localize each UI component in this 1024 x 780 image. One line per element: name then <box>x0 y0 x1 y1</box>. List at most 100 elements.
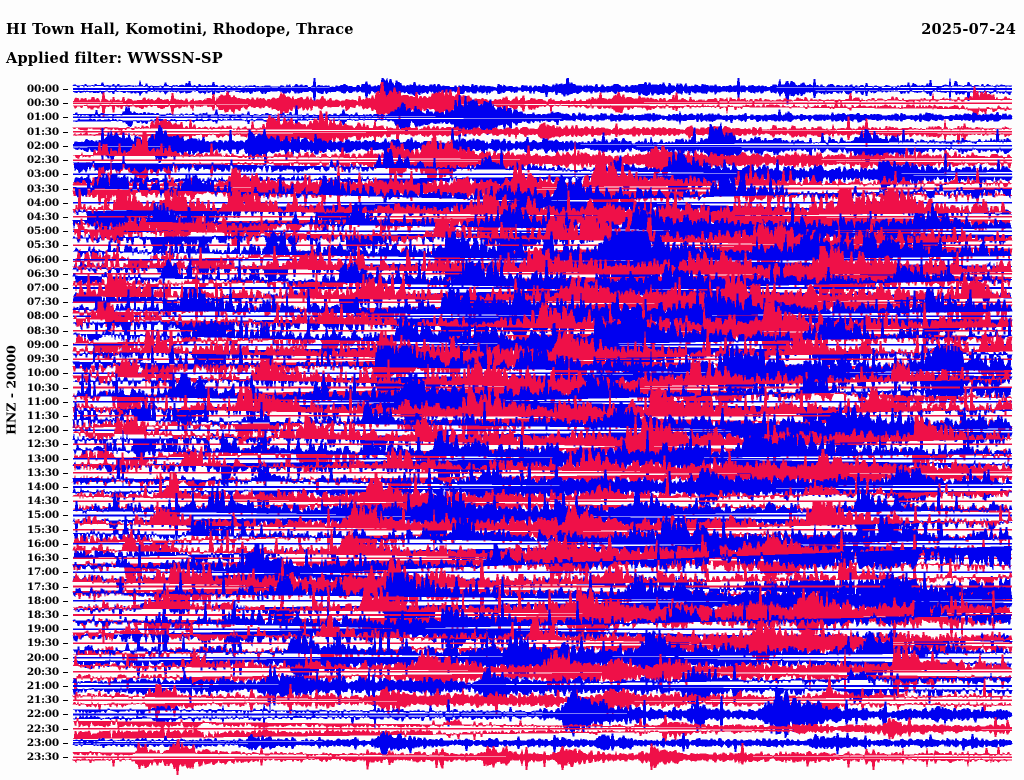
trace-envelope <box>72 217 1013 275</box>
time-tick <box>63 401 68 403</box>
time-label: 00:30 <box>26 97 59 110</box>
time-tick <box>63 160 68 162</box>
trace-row <box>72 78 1013 105</box>
time-tick <box>63 430 68 432</box>
helicorder-plot: 00:00 00:30 01:00 01:30 02:00 02:30 03:00 03:30… <box>0 78 1024 780</box>
time-tick <box>63 614 68 616</box>
time-label: 02:30 <box>26 154 59 167</box>
time-label: 12:00 <box>26 424 59 437</box>
time-label: 16:30 <box>26 552 59 565</box>
time-label: 18:30 <box>26 608 59 621</box>
record-date: 2025-07-24 <box>921 21 1016 38</box>
time-tick <box>63 501 68 503</box>
time-tick <box>63 629 68 631</box>
time-label: 07:00 <box>26 282 59 294</box>
time-label: 04:30 <box>26 210 59 223</box>
time-label: 23:00 <box>26 736 59 749</box>
time-label: 22:00 <box>26 708 59 721</box>
time-tick <box>63 245 68 247</box>
trace-row <box>72 94 1013 142</box>
trace-envelope <box>72 675 1013 722</box>
time-tick <box>63 344 68 346</box>
applied-filter-label: Applied filter: WWSSN-SP <box>6 50 223 67</box>
time-label: 20:00 <box>26 651 59 664</box>
time-label: 04:00 <box>26 196 59 209</box>
time-label: 05:30 <box>26 239 59 252</box>
time-label: 08:30 <box>26 324 59 337</box>
time-label: 11:00 <box>26 395 59 408</box>
time-tick <box>63 89 68 90</box>
trace-row <box>72 675 1013 722</box>
time-tick <box>63 131 68 133</box>
time-tick <box>63 472 68 474</box>
time-label: 03:30 <box>26 182 59 195</box>
time-tick <box>63 288 68 289</box>
time-tick <box>63 700 68 702</box>
trace-envelope <box>71 473 1013 530</box>
time-label: 05:00 <box>26 225 59 238</box>
time-label: 13:00 <box>26 452 59 465</box>
trace-row <box>72 601 1013 658</box>
trace-envelope <box>71 110 1013 153</box>
time-label: 00:00 <box>26 83 59 95</box>
time-tick <box>63 188 68 190</box>
time-label: 03:00 <box>26 168 59 181</box>
header: HI Town Hall, Komotini, Rhodope, Thrace … <box>0 0 1024 78</box>
time-label: 18:00 <box>26 594 59 607</box>
time-tick <box>63 259 68 261</box>
time-tick <box>63 657 68 659</box>
time-label: 15:00 <box>26 509 59 522</box>
time-label: 21:00 <box>26 680 59 693</box>
trace-row <box>72 122 1013 169</box>
trace-row <box>72 81 1013 121</box>
time-tick <box>63 515 68 517</box>
time-tick <box>63 543 68 545</box>
time-label: 01:30 <box>26 125 59 138</box>
time-tick <box>63 359 68 361</box>
time-tick <box>63 757 68 759</box>
trace-envelope <box>72 81 1013 121</box>
trace-envelope <box>72 160 1013 217</box>
time-tick <box>63 117 68 119</box>
trace-row <box>72 714 1013 742</box>
time-tick <box>63 714 68 716</box>
time-tick <box>63 586 68 588</box>
time-label: 06:00 <box>26 253 59 266</box>
time-label: 10:00 <box>26 367 59 380</box>
time-tick <box>63 600 68 602</box>
time-label: 19:00 <box>26 623 59 636</box>
time-label: 02:00 <box>26 139 59 152</box>
time-tick <box>63 302 68 304</box>
time-tick <box>63 558 68 560</box>
time-label: 17:30 <box>26 580 59 593</box>
time-label: 17:00 <box>26 566 59 579</box>
time-tick <box>63 174 68 176</box>
time-label: 10:30 <box>26 381 59 394</box>
trace-envelope <box>71 738 1013 775</box>
time-label: 13:30 <box>26 466 59 479</box>
seismogram-traces <box>71 78 1014 775</box>
time-label: 01:00 <box>26 111 59 124</box>
time-label: 22:30 <box>26 722 59 735</box>
page-title: HI Town Hall, Komotini, Rhodope, Thrace <box>6 21 354 38</box>
time-tick <box>63 458 68 460</box>
time-tick <box>63 216 68 218</box>
time-label: 08:00 <box>26 310 59 323</box>
time-tick <box>63 686 68 688</box>
trace-envelope <box>72 601 1013 658</box>
time-tick <box>63 572 68 574</box>
trace-row <box>71 731 1014 755</box>
time-label: 07:30 <box>26 296 59 309</box>
trace-envelope <box>72 458 1013 516</box>
time-tick <box>63 387 68 389</box>
trace-envelope <box>72 714 1013 742</box>
time-axis: 00:00 00:30 01:00 01:30 02:00 02:30 03:00 03:30… <box>0 78 72 780</box>
time-label: 09:00 <box>26 338 59 351</box>
time-label: 12:30 <box>26 438 59 451</box>
time-tick <box>63 487 68 489</box>
time-label: 19:30 <box>26 637 59 650</box>
time-label: 14:30 <box>26 495 59 508</box>
time-tick <box>63 742 68 744</box>
time-label: 21:30 <box>26 694 59 707</box>
